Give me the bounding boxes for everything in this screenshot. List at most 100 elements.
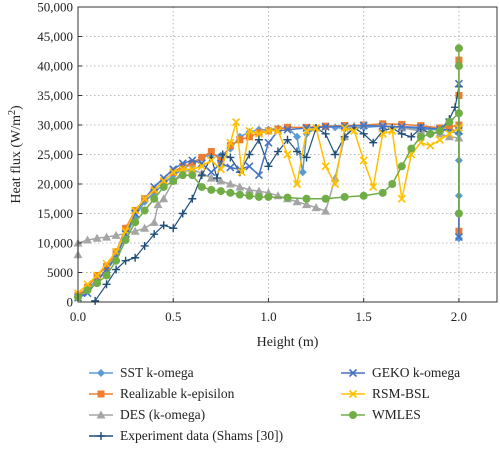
data-point xyxy=(207,156,216,165)
y-tick-label: 45,000 xyxy=(37,29,73,44)
x-tick-label: 0.0 xyxy=(70,309,86,324)
y-tick-label: 25,000 xyxy=(37,147,73,162)
data-point xyxy=(140,223,150,232)
y-tick-label: 50,000 xyxy=(37,0,73,15)
data-point xyxy=(188,171,197,180)
y-axis-title: Heat flux (W/m2) xyxy=(7,105,24,204)
data-point xyxy=(150,230,159,239)
data-point xyxy=(378,129,387,138)
legend-marker xyxy=(97,369,105,377)
series-layer xyxy=(73,44,464,305)
data-point xyxy=(216,176,226,185)
data-point xyxy=(293,147,302,156)
data-point xyxy=(293,132,302,141)
data-point xyxy=(311,203,321,212)
data-point xyxy=(140,194,149,203)
y-tick-label: 10,000 xyxy=(37,236,73,251)
data-point xyxy=(245,150,254,159)
data-point xyxy=(254,135,263,144)
data-point xyxy=(321,129,330,138)
data-point xyxy=(388,180,397,188)
legend-label-experiment: Experiment data (Shams [30]) xyxy=(120,428,284,443)
data-point xyxy=(312,123,321,133)
data-point xyxy=(130,226,140,235)
data-point xyxy=(321,162,330,171)
legend-item-wmles: WMLES xyxy=(340,406,421,424)
data-point xyxy=(236,136,244,144)
data-point xyxy=(340,132,349,141)
legend-label-des: DES (k-omega) xyxy=(120,407,206,422)
data-point xyxy=(206,173,216,182)
legend-marker xyxy=(96,410,106,419)
data-point xyxy=(102,259,111,268)
legend-marker xyxy=(97,432,105,440)
legend-item-geko: GEKO k-omega xyxy=(340,364,460,382)
data-point xyxy=(122,224,130,232)
data-point xyxy=(454,233,463,242)
data-point xyxy=(102,271,111,280)
data-point xyxy=(225,179,235,188)
data-point xyxy=(340,192,349,201)
y-tick-label: 5000 xyxy=(47,265,73,280)
data-point xyxy=(359,156,368,165)
data-point xyxy=(245,126,254,135)
data-point xyxy=(140,206,149,215)
data-point xyxy=(169,177,178,186)
data-point xyxy=(237,168,246,177)
y-tick-label: 20,000 xyxy=(37,177,73,192)
data-point xyxy=(254,186,264,195)
data-point xyxy=(274,125,282,133)
data-point xyxy=(188,194,197,203)
data-point xyxy=(435,126,444,135)
data-point xyxy=(283,135,292,144)
data-point xyxy=(226,142,234,150)
data-point xyxy=(103,263,111,271)
x-tick-label: 2.0 xyxy=(451,309,467,324)
data-point xyxy=(331,123,340,132)
data-point xyxy=(302,126,311,135)
legend-marker-experiment xyxy=(89,432,113,440)
series-line xyxy=(77,83,460,299)
legend-marker-geko xyxy=(341,368,365,378)
legend-label-geko: GEKO k-omega xyxy=(372,365,461,380)
series-1 xyxy=(74,56,463,300)
data-point xyxy=(91,296,100,305)
data-point xyxy=(207,168,216,177)
data-point xyxy=(255,129,263,137)
data-point xyxy=(397,129,406,138)
legend-marker-rsm xyxy=(341,389,365,399)
data-point xyxy=(283,193,292,202)
data-point xyxy=(283,150,292,159)
series-line xyxy=(77,125,460,298)
x-tick-label: 1.0 xyxy=(260,309,276,324)
x-tick-label: 0.5 xyxy=(165,309,181,324)
data-point xyxy=(159,174,168,183)
data-point xyxy=(226,188,235,197)
legend-item-sst: SST k-omega xyxy=(88,364,194,382)
data-point xyxy=(131,218,140,227)
data-point xyxy=(454,209,463,218)
data-point xyxy=(93,279,102,288)
legend-marker-realizable xyxy=(89,390,113,398)
y-tick-label: 30,000 xyxy=(37,118,73,133)
data-point xyxy=(302,194,311,203)
data-point xyxy=(378,188,387,197)
data-point xyxy=(178,171,187,180)
legend-item-rsm: RSM-BSL xyxy=(340,385,430,403)
data-point xyxy=(369,138,378,147)
data-point xyxy=(188,165,197,174)
data-point xyxy=(92,271,102,280)
legend-label-realizable: Realizable k-episilon xyxy=(120,386,235,401)
data-point xyxy=(140,241,149,250)
chart-canvas: 0 5000 10,000 15,000 20,000 25,000 30,000 35,00… xyxy=(7,0,498,350)
data-point xyxy=(235,190,244,199)
data-point xyxy=(169,168,178,177)
data-point xyxy=(359,129,368,138)
data-point xyxy=(131,253,140,262)
data-point xyxy=(131,206,140,215)
x-axis-title: Height (m) xyxy=(257,335,319,350)
data-point xyxy=(207,148,215,156)
legend-item-realizable: Realizable k-episilon xyxy=(88,385,234,403)
series-6 xyxy=(74,44,463,302)
data-point xyxy=(264,138,273,147)
